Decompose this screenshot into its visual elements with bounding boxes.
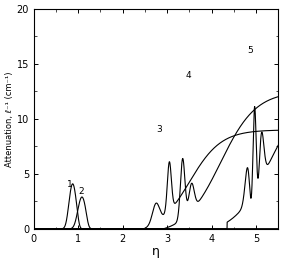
Text: 2: 2 <box>78 187 84 196</box>
Text: 4: 4 <box>186 71 191 80</box>
Text: 5: 5 <box>248 46 254 55</box>
Y-axis label: Attenuation, ℓ⁻¹ (cm⁻¹): Attenuation, ℓ⁻¹ (cm⁻¹) <box>5 71 14 167</box>
Text: 1: 1 <box>67 180 73 189</box>
Text: 3: 3 <box>156 125 162 134</box>
X-axis label: η: η <box>152 245 160 258</box>
